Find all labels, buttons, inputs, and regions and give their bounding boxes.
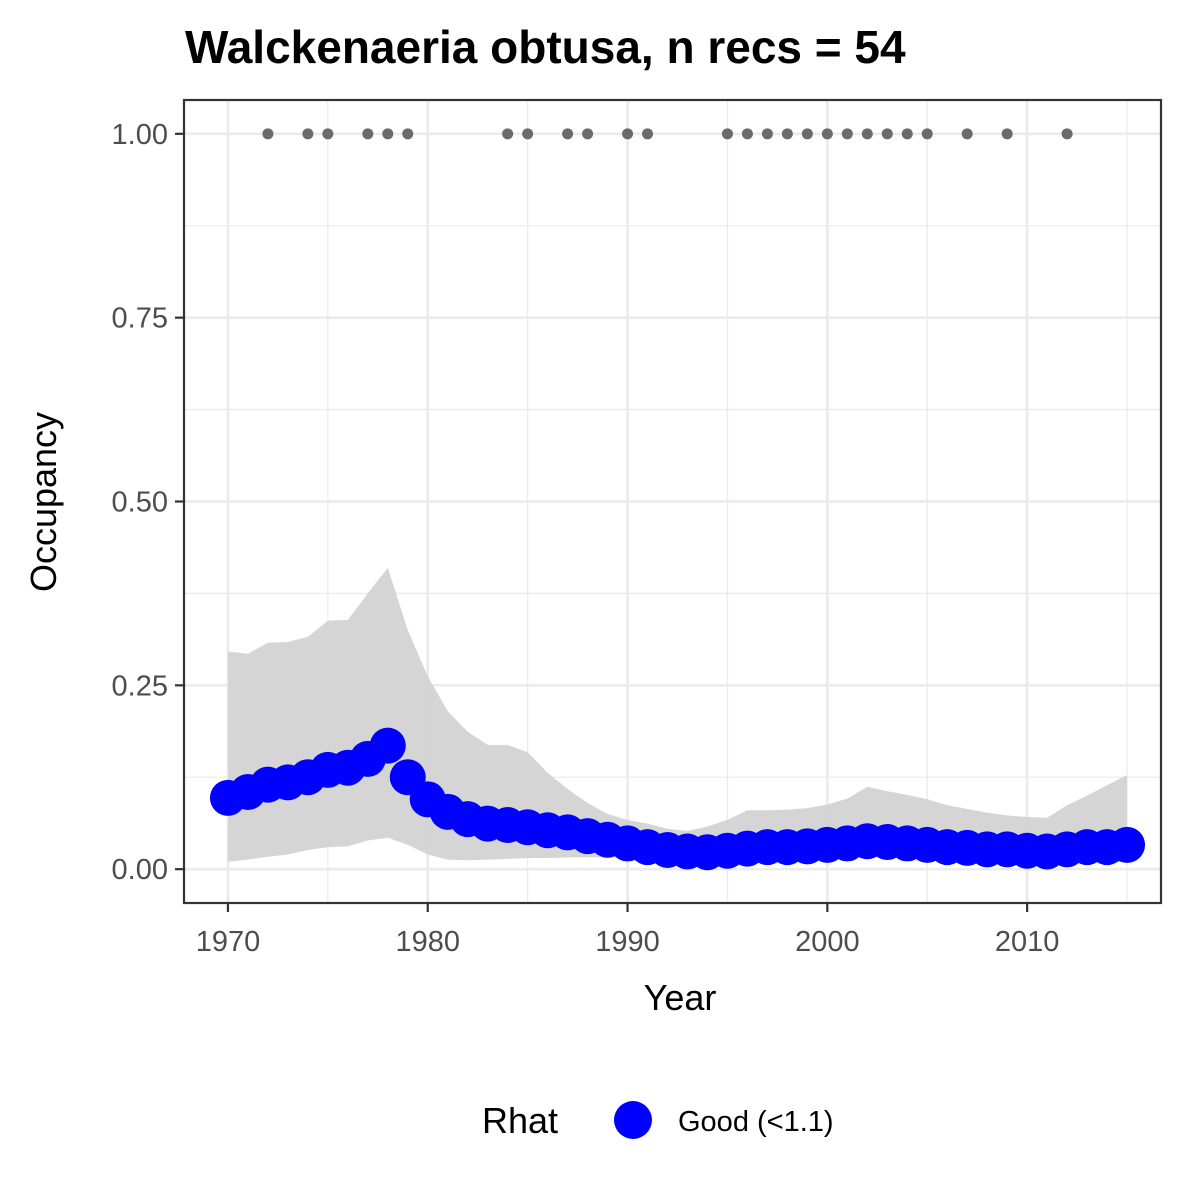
- y-tick-label: 0.00: [112, 854, 168, 886]
- record-point: [382, 128, 394, 140]
- x-tick-label: 2010: [995, 926, 1060, 958]
- x-tick-label: 2000: [795, 926, 860, 958]
- record-point: [861, 128, 873, 140]
- record-point: [721, 128, 733, 140]
- record-point: [881, 128, 893, 140]
- chart-title: Walckenaeria obtusa, n recs = 54: [185, 21, 906, 73]
- legend-title: Rhat: [482, 1100, 558, 1141]
- y-tick-label: 0.25: [112, 670, 168, 702]
- record-point: [322, 128, 334, 140]
- x-tick-label: 1970: [196, 926, 261, 958]
- record-point: [522, 128, 534, 140]
- x-tick-label: 1990: [595, 926, 660, 958]
- record-point: [781, 128, 793, 140]
- record-point: [622, 128, 634, 140]
- record-point: [821, 128, 833, 140]
- x-tick-label: 1980: [395, 926, 460, 958]
- record-point: [402, 128, 414, 140]
- y-axis-ticks: 0.00 0.25 0.50 0.75 1.00: [112, 119, 184, 886]
- record-point: [741, 128, 753, 140]
- record-point: [1001, 128, 1013, 140]
- occupancy-points-layer: [209, 727, 1146, 871]
- record-point: [921, 128, 933, 140]
- record-point: [961, 128, 973, 140]
- occupancy-point: [369, 727, 406, 764]
- record-point: [262, 128, 274, 140]
- legend-key-good: [614, 1101, 652, 1139]
- x-axis-ticks: 1970 1980 1990 2000 2010: [196, 903, 1060, 958]
- y-axis-title: Occupancy: [23, 412, 64, 592]
- record-point: [502, 128, 514, 140]
- y-tick-label: 0.75: [112, 303, 168, 335]
- record-point: [642, 128, 654, 140]
- legend-label-good: Good (<1.1): [678, 1106, 834, 1138]
- credible-interval-ribbon-layer: [228, 567, 1127, 863]
- y-tick-label: 0.50: [112, 487, 168, 519]
- record-point: [302, 128, 314, 140]
- record-point: [761, 128, 773, 140]
- y-tick-label: 1.00: [112, 119, 168, 151]
- record-points-layer: [262, 128, 1073, 140]
- legend: Rhat Good (<1.1): [482, 1100, 834, 1141]
- credible-interval-ribbon: [228, 567, 1127, 863]
- record-point: [562, 128, 574, 140]
- record-point: [801, 128, 813, 140]
- record-point: [901, 128, 913, 140]
- occupancy-point: [1109, 826, 1146, 863]
- major-gridlines: [184, 100, 1161, 903]
- x-axis-title: Year: [644, 977, 717, 1018]
- record-point: [1061, 128, 1073, 140]
- record-point: [582, 128, 594, 140]
- record-point: [841, 128, 853, 140]
- record-point: [362, 128, 374, 140]
